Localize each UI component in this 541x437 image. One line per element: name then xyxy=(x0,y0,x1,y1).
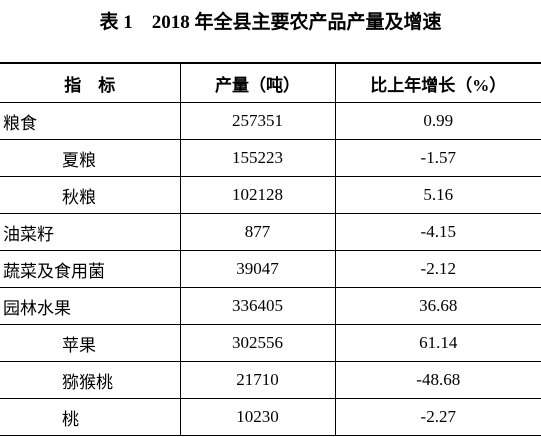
cell: -48.68 xyxy=(335,361,541,399)
cell: 102128 xyxy=(180,176,336,214)
header-row: 指 标产量（吨） 比上年增长（%） xyxy=(0,63,541,103)
cell: -2.27 xyxy=(335,398,541,436)
cell: 155223 xyxy=(180,139,336,177)
cell: 21710 xyxy=(180,361,336,399)
sub-row: 秋粮 102128 5.16 xyxy=(0,176,541,214)
column-header: 比上年增长（%） xyxy=(335,63,541,103)
row-label: 园林水果 xyxy=(0,287,181,325)
cell: -2.12 xyxy=(335,250,541,288)
row-label: 桃 xyxy=(0,398,181,436)
sub-row: 猕猴桃 21710 -48.68 xyxy=(0,361,541,399)
cell: 336405 xyxy=(180,287,336,325)
row: 粮食 257351 0.99 xyxy=(0,102,541,140)
cell: 36.68 xyxy=(335,287,541,325)
table-title: 表 1 2018 年全县主要农产品产量及增速 xyxy=(99,12,442,33)
row: 园林水果 336405 36.68 xyxy=(0,287,541,325)
sub-row: 夏粮 155223 -1.57 xyxy=(0,139,541,177)
data-table: 指 标产量（吨） 比上年增长（%） 粮食 257351 0.99 夏粮 155223 -1.… xyxy=(0,62,541,436)
row-label: 夏粮 xyxy=(0,139,181,177)
cell: 10230 xyxy=(180,398,336,436)
row-label: 秋粮 xyxy=(0,176,181,214)
row-label: 蔬菜及食用菌 xyxy=(0,250,181,288)
row: 油菜籽 877 -4.15 xyxy=(0,213,541,251)
column-header: 产量（吨） xyxy=(180,63,336,103)
sub-row: 桃 10230 -2.27 xyxy=(0,398,541,436)
cell: 0.99 xyxy=(335,102,541,140)
row-label: 猕猴桃 xyxy=(0,361,181,399)
cell: 257351 xyxy=(180,102,336,140)
cell: 39047 xyxy=(180,250,336,288)
row: 蔬菜及食用菌 39047 -2.12 xyxy=(0,250,541,288)
row-label: 苹果 xyxy=(0,324,181,362)
sub-row: 苹果 302556 61.14 xyxy=(0,324,541,362)
cell: -4.15 xyxy=(335,213,541,251)
cell: 5.16 xyxy=(335,176,541,214)
column-header: 指 标 xyxy=(0,63,181,103)
cell: 877 xyxy=(180,213,336,251)
cell: 302556 xyxy=(180,324,336,362)
cell: -1.57 xyxy=(335,139,541,177)
table-head: 指 标产量（吨） 比上年增长（%） xyxy=(0,63,541,103)
cell: 61.14 xyxy=(335,324,541,362)
row-label: 粮食 xyxy=(0,102,181,140)
table-body: 粮食 257351 0.99 夏粮 155223 -1.57 秋粮 102128 5.16 油菜籽… xyxy=(0,102,541,436)
row-label: 油菜籽 xyxy=(0,213,181,251)
